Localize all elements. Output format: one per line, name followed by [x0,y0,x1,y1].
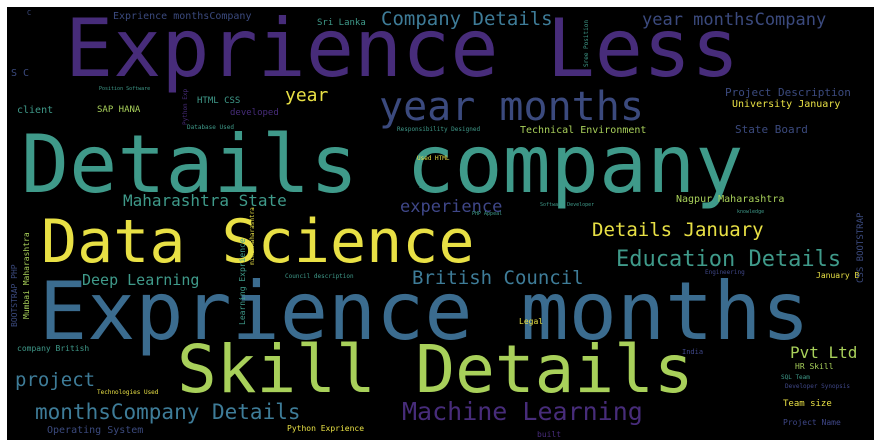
word-software-developer: Software Developer [540,202,595,208]
word-project: project [15,369,96,391]
word-responsibility-designed: Responsibility Designed [397,126,481,133]
word-bootstrap-php: BOOTSTRAP PHP [10,264,19,327]
word-company-details: Company Details [381,8,553,30]
word-state-board: State Board [735,123,808,136]
word-exprience-less: Exprience Less [65,7,740,95]
word-details-company: Details company [21,118,744,211]
word-python-exp: Python Exp [182,88,189,125]
word-data-science: Data Science [41,207,475,277]
word-c: C [27,9,32,17]
word-learning-exprience: Learning Exprience [238,238,247,325]
word-year-monthscompany: year monthsCompany [642,10,827,30]
word-details-january: Details January [592,219,764,241]
word-cloud: Exprience Less Details company Data Scie… [7,7,874,440]
word-technologies-used: Technologies Used [97,389,159,396]
word-experience: experience [400,197,503,217]
word-mumbai-maharashtra: Mumbai Maharashtra [22,232,31,319]
word-php-appeal: PHP Appeal [472,211,503,217]
word-operating-system: Operating System [47,425,144,436]
word-team-size: Team size [783,399,832,409]
word-python-exprience: Python Exprience [287,424,365,433]
word-project-description: Project Description [725,86,851,99]
word-sap-hana: SAP HANA [97,105,141,115]
word-pvt-ltd: Pvt Ltd [790,343,858,362]
word-machine-learning: Machine Learning [402,397,643,426]
word-law: Law [419,184,429,190]
word-sree-position: Sree Position [583,20,590,67]
word-position-software: Position Software [99,86,151,92]
word-company-british: company British [17,344,90,353]
word-university-january: University January [732,99,841,110]
word-hr-skill: HR Skill [795,362,834,371]
word-sql-team: SQL Team [781,374,810,381]
word-mind-maharashtra: mind Maharashtra [249,207,256,265]
word-project-name: Project Name [783,418,841,427]
word-developer-synopsis: Developer Synopsis [785,383,851,390]
word-year: year [285,85,329,106]
word-council-description: Council description [285,273,354,280]
word-monthscompany-details: monthsCompany Details [35,400,301,424]
word-technical-environment: Technical Environment [520,125,647,136]
word-january-b: January B [816,271,860,280]
word-education-details: Education Details [616,247,842,272]
word-maharashtra-state: Maharashtra State [123,191,287,210]
word-engineering: Engineering [705,269,745,276]
word-india: India [682,348,704,356]
word-year-months: year months [379,84,644,130]
word-skill-details: Skill Details [177,331,694,408]
word-exprience-monthscompany: Exprience monthsCompany [113,11,252,22]
word-deep-learning: Deep Learning [82,271,200,289]
word-nagpur-maharashtra: Nagpur Maharashtra [676,194,785,205]
word-british-council: British Council [412,267,584,289]
word-sri-lanka: Sri Lanka [317,18,366,28]
word-used-html: Used HTML [417,155,450,162]
word-exprience-months: Exprience months [39,265,810,358]
word-database-used: Database Used [187,124,234,131]
word-css-bootstrap: CSS BOOTSTRAP [856,212,866,283]
word-developed: developed [230,108,279,118]
word-client: client [17,105,54,116]
word-html-css: HTML CSS [197,96,241,106]
word-knowledge: knowledge [737,209,765,215]
word-s-c: S C [11,68,30,79]
word-built: built [537,430,562,439]
word-legal: Legal [519,317,544,326]
